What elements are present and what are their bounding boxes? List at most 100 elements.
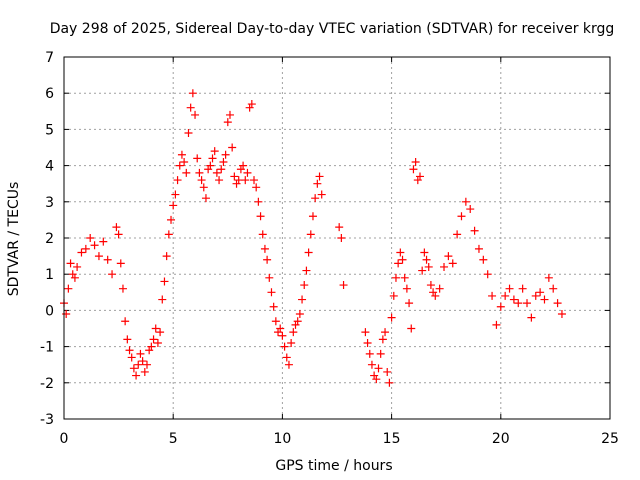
data-point	[488, 291, 497, 300]
data-point	[147, 342, 156, 351]
y-tick-label: 1	[45, 267, 54, 283]
data-point	[505, 284, 514, 293]
data-point	[282, 353, 291, 362]
plot-frame	[63, 56, 611, 420]
data-point	[265, 273, 274, 282]
y-tick-label: 4	[45, 159, 54, 175]
data-point	[293, 317, 302, 326]
data-point	[444, 252, 453, 261]
data-point	[221, 150, 230, 159]
data-point	[300, 281, 309, 290]
data-point	[228, 143, 237, 152]
data-point	[527, 313, 536, 322]
data-point	[280, 342, 289, 351]
data-point	[180, 157, 189, 166]
data-point	[212, 168, 221, 177]
data-point	[509, 295, 518, 304]
data-point	[90, 241, 99, 250]
x-tick-label: 20	[492, 431, 510, 447]
data-point	[267, 288, 276, 297]
data-point	[199, 183, 208, 192]
y-tick-label: 6	[45, 86, 54, 102]
data-point	[287, 338, 296, 347]
data-point	[418, 266, 427, 275]
data-point	[278, 331, 287, 340]
data-point	[376, 349, 385, 358]
data-point	[77, 248, 86, 257]
y-tick-label: 0	[45, 303, 54, 319]
data-point	[518, 284, 527, 293]
data-point	[232, 179, 241, 188]
data-point	[429, 288, 438, 297]
data-point	[370, 371, 379, 380]
x-tick-labels: 0 5 10 15 20 25	[60, 431, 619, 447]
data-point	[114, 230, 123, 239]
data-point	[136, 349, 145, 358]
y-tick-label: -1	[40, 340, 54, 356]
data-point	[142, 360, 151, 369]
data-point	[361, 328, 370, 337]
data-point	[239, 161, 248, 170]
data-point	[496, 302, 505, 311]
data-point	[149, 335, 158, 344]
data-point	[383, 367, 392, 376]
data-point	[151, 324, 160, 333]
data-point	[315, 172, 324, 181]
data-point	[337, 234, 346, 242]
data-point	[68, 270, 77, 279]
data-point	[407, 324, 416, 333]
data-point	[306, 230, 315, 239]
data-point	[260, 244, 269, 253]
data-point	[289, 328, 298, 337]
data-point	[223, 118, 232, 127]
data-point	[372, 375, 381, 384]
data-point	[396, 248, 405, 257]
data-point	[389, 291, 398, 300]
data-point	[125, 346, 134, 355]
data-point	[62, 310, 71, 319]
data-point	[363, 338, 372, 347]
data-points	[60, 89, 566, 387]
data-point	[424, 262, 433, 271]
data-point	[94, 252, 103, 261]
data-point	[167, 215, 176, 224]
data-point	[121, 317, 130, 326]
data-point	[195, 168, 204, 177]
data-point	[405, 299, 414, 308]
y-tick-label: 5	[45, 122, 54, 138]
data-point	[308, 212, 317, 221]
data-point	[70, 273, 79, 282]
data-point	[250, 176, 259, 185]
data-point	[298, 295, 307, 304]
data-point	[553, 299, 562, 308]
data-point	[206, 161, 215, 170]
data-point	[258, 230, 267, 239]
data-point	[140, 367, 149, 376]
data-point	[156, 328, 165, 337]
data-point	[219, 157, 228, 166]
data-point	[252, 183, 261, 192]
data-point	[175, 161, 184, 170]
data-point	[483, 270, 492, 279]
data-point	[86, 234, 95, 242]
x-tick-label: 5	[169, 431, 178, 447]
data-point	[385, 378, 394, 387]
data-point	[73, 262, 82, 271]
data-point	[284, 360, 293, 369]
data-point	[335, 223, 344, 232]
y-tick-label: 2	[45, 231, 54, 247]
data-point	[453, 230, 462, 239]
data-point	[440, 262, 449, 271]
data-point	[186, 103, 195, 112]
data-point	[134, 360, 143, 369]
data-point	[164, 230, 173, 239]
data-point	[295, 310, 304, 319]
data-point	[188, 89, 197, 98]
data-point	[276, 324, 285, 333]
data-point	[263, 255, 272, 264]
data-point	[197, 176, 206, 185]
data-point	[116, 259, 125, 268]
y-tick-label: 3	[45, 195, 54, 211]
grid-lines	[64, 57, 610, 419]
